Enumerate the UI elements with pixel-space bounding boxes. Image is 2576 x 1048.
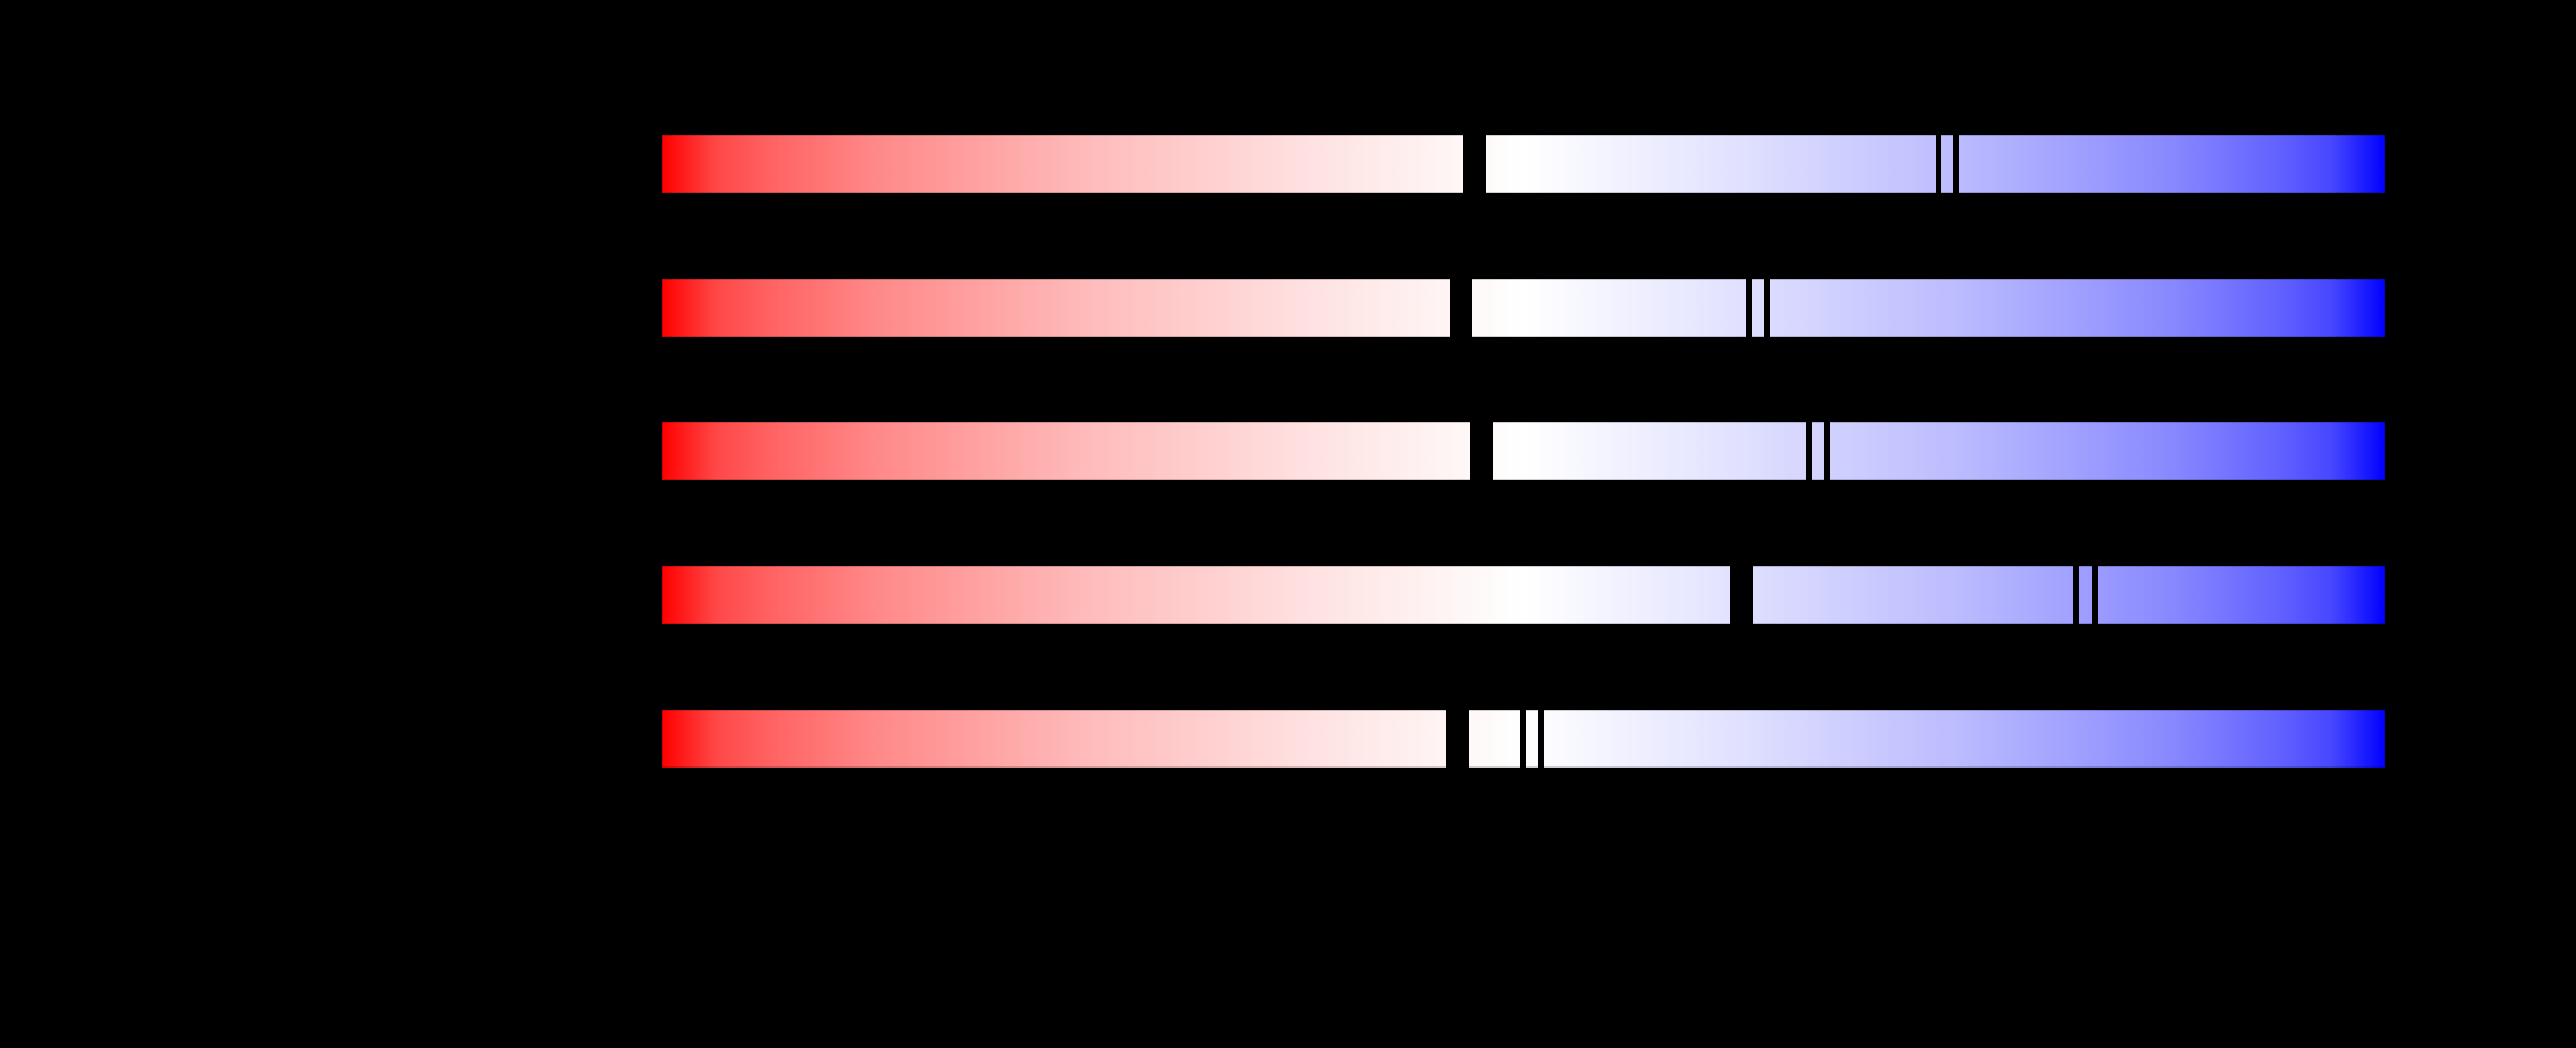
tick-marker-1 [1936,134,1941,194]
tick-marker-2 [1953,134,1959,194]
gap-marker [1446,709,1469,768]
tick-marker-1 [1520,709,1526,768]
gap-marker [1730,565,1753,625]
gap-marker [1470,422,1493,481]
gradient-bar [662,709,2385,768]
gap-marker [1450,278,1472,337]
gap-marker [1463,134,1486,194]
tick-marker-2 [1824,422,1830,481]
tick-marker-2 [2092,565,2098,625]
gradient-fill [662,422,2385,480]
gradient-bar [662,134,2385,194]
gradient-bar [662,278,2385,337]
gradient-bar [662,565,2385,625]
tick-marker-2 [1538,709,1544,768]
gradient-fill [662,566,2385,624]
tick-marker-1 [2073,565,2079,625]
gradient-bar [662,422,2385,481]
tick-marker-1 [1746,278,1752,337]
tick-marker-2 [1763,278,1770,337]
gradient-fill [662,279,2385,337]
gradient-fill [662,135,2385,193]
tick-marker-1 [1806,422,1812,481]
